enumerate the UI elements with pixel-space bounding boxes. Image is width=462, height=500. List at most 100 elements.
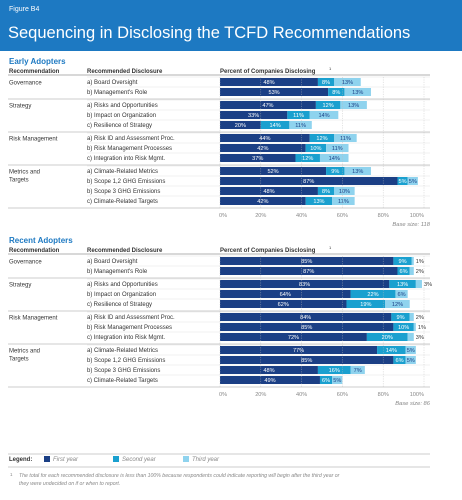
x-tick-label: 60% bbox=[337, 392, 348, 398]
bar-value-label: 5% bbox=[409, 179, 417, 185]
bar-segment-third-year bbox=[415, 280, 422, 288]
bar-segment-second-year bbox=[309, 134, 335, 142]
bar-value-label: 47% bbox=[262, 103, 273, 109]
bar-segment-third-year bbox=[334, 134, 357, 142]
bar-value-label: 11% bbox=[295, 123, 306, 129]
bar-value-label: 14% bbox=[318, 113, 329, 119]
bar-value-label: 48% bbox=[263, 189, 274, 195]
x-tick-label: 20% bbox=[255, 213, 266, 219]
bar-segment-second-year bbox=[397, 267, 410, 275]
disclosure-label: c) Integration into Risk Mgmt. bbox=[87, 156, 165, 162]
bar-value-label: 42% bbox=[257, 199, 268, 205]
disclosure-label: a) Risk ID and Assessment Proc. bbox=[87, 136, 175, 142]
bar-value-label: 8% bbox=[332, 90, 340, 96]
bar-value-label: 62% bbox=[278, 302, 289, 308]
bar-value-label: 3% bbox=[416, 335, 424, 341]
bar-value-label: 8% bbox=[322, 80, 330, 86]
bar-value-label: 44% bbox=[259, 136, 270, 142]
disclosure-label: b) Scope 1,2 GHG Emissions bbox=[87, 179, 165, 185]
bar-value-label: 20% bbox=[382, 335, 393, 341]
bar-segment-third-year bbox=[334, 78, 361, 86]
footnote-text: they were undecided on if or when to rep… bbox=[19, 481, 120, 487]
bar-value-label: 9% bbox=[331, 169, 339, 175]
bar-value-label: 12% bbox=[323, 103, 334, 109]
recommendation-label: Risk Management bbox=[9, 316, 58, 322]
bar-value-label: 9% bbox=[399, 259, 407, 265]
bar-value-label: 6% bbox=[322, 378, 330, 384]
bar-value-label: 13% bbox=[352, 90, 363, 96]
bar-segment-first-year bbox=[220, 167, 327, 175]
recommendation-label-line: Targets bbox=[9, 178, 29, 184]
footnote-mark: 1 bbox=[329, 66, 332, 71]
bar-segment-second-year bbox=[317, 187, 335, 195]
disclosure-label: b) Impact on Organization bbox=[87, 113, 156, 119]
bar-value-label: 7% bbox=[354, 368, 362, 374]
bar-segment-first-year bbox=[220, 177, 398, 185]
recommendation-label: Risk Management bbox=[9, 137, 58, 143]
bar-value-label: 49% bbox=[264, 378, 275, 384]
x-tick-label: 100% bbox=[410, 392, 424, 398]
disclosure-label: a) Climate-Related Metrics bbox=[87, 348, 158, 354]
bar-value-label: 13% bbox=[348, 103, 359, 109]
column-header-recommendation: Recommendation bbox=[9, 69, 60, 75]
bar-segment-first-year bbox=[220, 333, 367, 341]
x-tick-label: 60% bbox=[337, 213, 348, 219]
bar-segment-second-year bbox=[260, 121, 290, 129]
bar-segment-first-year bbox=[220, 323, 394, 331]
bar-value-label: 16% bbox=[329, 368, 340, 374]
legend-swatch bbox=[113, 456, 119, 462]
x-tick-label: 40% bbox=[296, 392, 307, 398]
bar-value-label: 85% bbox=[301, 325, 312, 331]
section-title: Early Adopters bbox=[9, 57, 66, 66]
figure-label: Figure B4 bbox=[9, 6, 40, 13]
bar-segment-first-year bbox=[220, 346, 378, 354]
bar-value-label: 83% bbox=[299, 282, 310, 288]
x-tick-label: 40% bbox=[296, 213, 307, 219]
section-title: Recent Adopters bbox=[9, 236, 73, 245]
bar-segment-first-year bbox=[220, 356, 394, 364]
bar-segment-second-year bbox=[377, 346, 406, 354]
bar-value-label: 12% bbox=[316, 136, 327, 142]
disclosure-label: a) Climate-Related Metrics bbox=[87, 169, 158, 175]
legend-swatch bbox=[44, 456, 50, 462]
footnote-text: The total for each recommended disclosur… bbox=[19, 473, 340, 479]
bar-segment-first-year bbox=[220, 280, 390, 288]
recommendation-label: Governance bbox=[9, 81, 42, 87]
bar-segment-second-year bbox=[326, 167, 345, 175]
bar-segment-third-year bbox=[319, 154, 349, 162]
bar-segment-second-year bbox=[389, 280, 416, 288]
bar-segment-first-year bbox=[220, 78, 318, 86]
bar-value-label: 6% bbox=[398, 292, 406, 298]
bar-value-label: 87% bbox=[303, 269, 314, 275]
footnote-mark: 1 bbox=[329, 245, 332, 250]
recommendation-label: Metrics and Targets bbox=[9, 170, 40, 184]
bar-value-label: 14% bbox=[329, 156, 340, 162]
disclosure-label: a) Risks and Opportunities bbox=[87, 282, 158, 288]
disclosure-label: a) Board Oversight bbox=[87, 80, 138, 86]
bar-segment-second-year bbox=[317, 366, 351, 374]
bar-segment-third-year bbox=[334, 187, 355, 195]
bar-segment-second-year bbox=[305, 144, 327, 152]
legend-item: Third year bbox=[192, 457, 220, 463]
bar-value-label: 64% bbox=[280, 292, 291, 298]
legend-item: First year bbox=[53, 457, 79, 463]
bar-segment-first-year bbox=[220, 290, 351, 298]
bar-value-label: 13% bbox=[397, 282, 408, 288]
bar-segment-first-year bbox=[220, 134, 310, 142]
bar-value-label: 84% bbox=[300, 315, 311, 321]
bar-value-label: 11% bbox=[338, 199, 349, 205]
x-tick-label: 0% bbox=[219, 213, 227, 219]
bar-segment-third-year bbox=[395, 290, 408, 298]
disclosure-label: c) Resilience of Strategy bbox=[87, 302, 152, 308]
bar-segment-third-year bbox=[309, 111, 339, 119]
bar-segment-third-year bbox=[332, 197, 355, 205]
bar-segment-third-year bbox=[326, 144, 349, 152]
bar-value-label: 10% bbox=[339, 189, 350, 195]
recommendation-label-line: Targets bbox=[9, 357, 29, 363]
bar-segment-first-year bbox=[220, 300, 347, 308]
bar-value-label: 52% bbox=[267, 169, 278, 175]
bar-value-label: 87% bbox=[303, 179, 314, 185]
disclosure-label: c) Climate-Related Targets bbox=[87, 378, 158, 384]
bar-segment-first-year bbox=[220, 267, 398, 275]
disclosure-label: a) Board Oversight bbox=[87, 259, 138, 265]
